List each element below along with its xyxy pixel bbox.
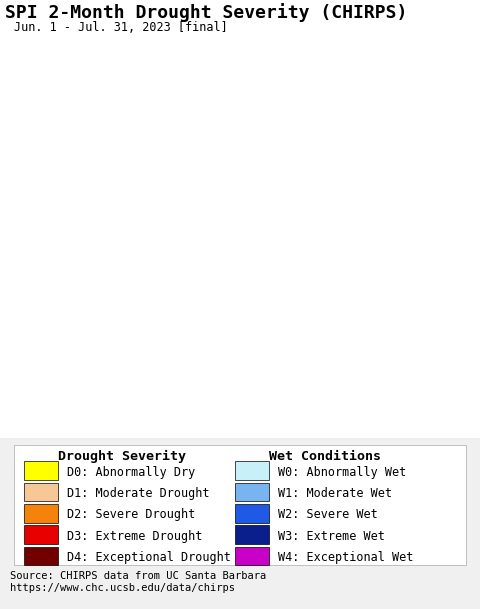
- Text: Drought Severity: Drought Severity: [58, 451, 186, 463]
- FancyBboxPatch shape: [14, 445, 466, 565]
- Text: D4: Exceptional Drought: D4: Exceptional Drought: [67, 551, 231, 564]
- Bar: [0, 561, 480, 609]
- Text: Jun. 1 - Jul. 31, 2023 [final]: Jun. 1 - Jul. 31, 2023 [final]: [14, 21, 228, 34]
- FancyBboxPatch shape: [24, 504, 58, 523]
- FancyBboxPatch shape: [235, 504, 269, 523]
- Text: D1: Moderate Drought: D1: Moderate Drought: [67, 487, 210, 500]
- Text: SPI 2-Month Drought Severity (CHIRPS): SPI 2-Month Drought Severity (CHIRPS): [5, 3, 407, 22]
- FancyBboxPatch shape: [24, 525, 58, 544]
- Text: D3: Extreme Drought: D3: Extreme Drought: [67, 530, 203, 543]
- FancyBboxPatch shape: [235, 461, 269, 480]
- FancyBboxPatch shape: [235, 482, 269, 501]
- Text: D0: Abnormally Dry: D0: Abnormally Dry: [67, 466, 195, 479]
- Text: W4: Exceptional Wet: W4: Exceptional Wet: [278, 551, 414, 564]
- FancyBboxPatch shape: [235, 546, 269, 565]
- Text: W3: Extreme Wet: W3: Extreme Wet: [278, 530, 385, 543]
- Text: D2: Severe Drought: D2: Severe Drought: [67, 509, 195, 521]
- FancyBboxPatch shape: [24, 546, 58, 565]
- FancyBboxPatch shape: [24, 461, 58, 480]
- Text: Wet Conditions: Wet Conditions: [269, 451, 381, 463]
- Text: W2: Severe Wet: W2: Severe Wet: [278, 509, 378, 521]
- Text: Source: CHIRPS data from UC Santa Barbara
https://www.chc.ucsb.edu/data/chirps: Source: CHIRPS data from UC Santa Barbar…: [10, 571, 266, 593]
- FancyBboxPatch shape: [24, 482, 58, 501]
- FancyBboxPatch shape: [235, 525, 269, 544]
- Text: W1: Moderate Wet: W1: Moderate Wet: [278, 487, 392, 500]
- Text: W0: Abnormally Wet: W0: Abnormally Wet: [278, 466, 407, 479]
